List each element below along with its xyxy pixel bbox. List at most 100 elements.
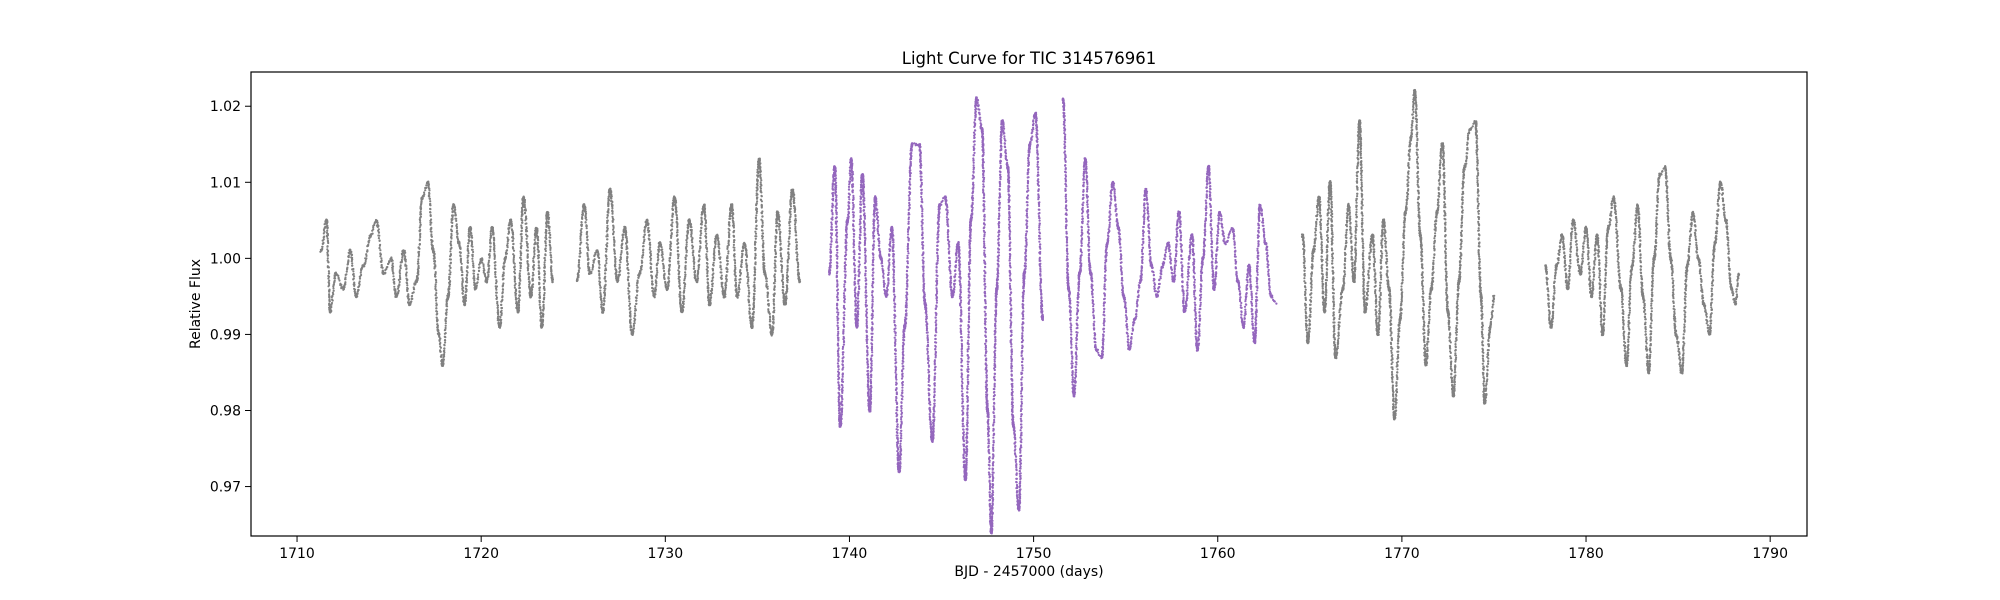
flux-point — [1331, 291, 1334, 295]
flux-point — [670, 232, 673, 235]
flux-point — [514, 298, 518, 301]
flux-point — [350, 250, 353, 254]
flux-point — [461, 280, 464, 283]
flux-point — [323, 235, 326, 238]
flux-point — [433, 256, 436, 260]
flux-point — [787, 251, 790, 254]
flux-point — [650, 277, 654, 280]
flux-point — [774, 269, 777, 272]
flux-point — [1304, 319, 1308, 322]
flux-point — [779, 255, 783, 258]
flux-point — [683, 289, 686, 292]
flux-point — [719, 266, 722, 269]
flux-point — [632, 322, 636, 325]
flux-point — [748, 312, 751, 315]
flux-point — [512, 237, 515, 240]
flux-point — [1308, 327, 1311, 330]
flux-point — [602, 303, 606, 306]
flux-point — [614, 265, 617, 268]
flux-point — [704, 214, 707, 217]
flux-point — [756, 178, 759, 181]
flux-point — [762, 249, 765, 252]
flux-point — [585, 218, 588, 221]
flux-point — [794, 231, 797, 234]
flux-point — [726, 255, 729, 258]
flux-point — [489, 236, 492, 240]
flux-point — [541, 318, 544, 321]
flux-point — [472, 272, 475, 275]
flux-point — [739, 271, 742, 274]
flux-point — [444, 326, 447, 330]
flux-point — [603, 277, 606, 280]
flux-point — [755, 214, 758, 217]
flux-point — [621, 238, 624, 241]
flux-point — [429, 211, 432, 214]
flux-point — [456, 235, 459, 238]
flux-point — [548, 231, 551, 234]
flux-point — [538, 267, 541, 270]
flux-point — [538, 303, 541, 306]
flux-point — [484, 275, 487, 278]
flux-point — [543, 256, 546, 260]
flux-point — [372, 228, 375, 231]
flux-point — [472, 275, 476, 278]
flux-point — [327, 270, 330, 273]
flux-point — [340, 283, 343, 286]
flux-point — [774, 244, 777, 247]
flux-point — [328, 293, 331, 296]
flux-point — [786, 271, 789, 274]
flux-point — [506, 236, 509, 239]
flux-point — [754, 246, 757, 249]
flux-point — [508, 226, 511, 229]
flux-point — [745, 249, 748, 252]
flux-point — [405, 268, 408, 271]
flux-point — [466, 265, 469, 268]
flux-point — [600, 297, 603, 300]
flux-point — [407, 295, 410, 298]
flux-point — [727, 227, 730, 230]
flux-point — [1310, 296, 1313, 299]
flux-point — [493, 239, 496, 242]
flux-point — [733, 264, 737, 267]
flux-point — [512, 249, 516, 252]
flux-point — [346, 266, 349, 269]
flux-point — [424, 189, 427, 192]
flux-point — [393, 282, 396, 285]
flux-point — [714, 246, 717, 249]
flux-point — [676, 253, 680, 256]
flux-point — [549, 236, 552, 239]
flux-point — [488, 252, 491, 256]
flux-point — [443, 344, 446, 347]
flux-point — [455, 219, 458, 222]
flux-point — [466, 256, 469, 259]
flux-point — [532, 264, 536, 267]
flux-point — [1332, 301, 1335, 304]
flux-point — [473, 269, 476, 272]
flux-point — [544, 228, 548, 231]
flux-point — [505, 249, 508, 252]
flux-point — [328, 279, 331, 282]
flux-point — [538, 283, 541, 286]
flux-point — [532, 259, 535, 262]
flux-point — [732, 243, 736, 246]
flux-point — [440, 355, 443, 358]
flux-point — [671, 218, 674, 221]
flux-point — [429, 208, 432, 211]
flux-point — [1320, 246, 1323, 249]
flux-point — [739, 274, 742, 277]
flux-point — [345, 273, 348, 276]
flux-point — [337, 274, 340, 277]
flux-point — [775, 225, 778, 228]
flux-point — [468, 236, 471, 239]
flux-point — [423, 191, 426, 194]
flux-point — [657, 248, 661, 251]
flux-point — [439, 350, 442, 353]
flux-point — [604, 254, 607, 257]
flux-point — [439, 346, 442, 349]
flux-point — [523, 201, 526, 204]
flux-point — [332, 283, 335, 286]
flux-point — [667, 272, 671, 275]
flux-point — [740, 261, 744, 264]
flux-point — [539, 307, 542, 310]
flux-point — [1326, 236, 1330, 239]
